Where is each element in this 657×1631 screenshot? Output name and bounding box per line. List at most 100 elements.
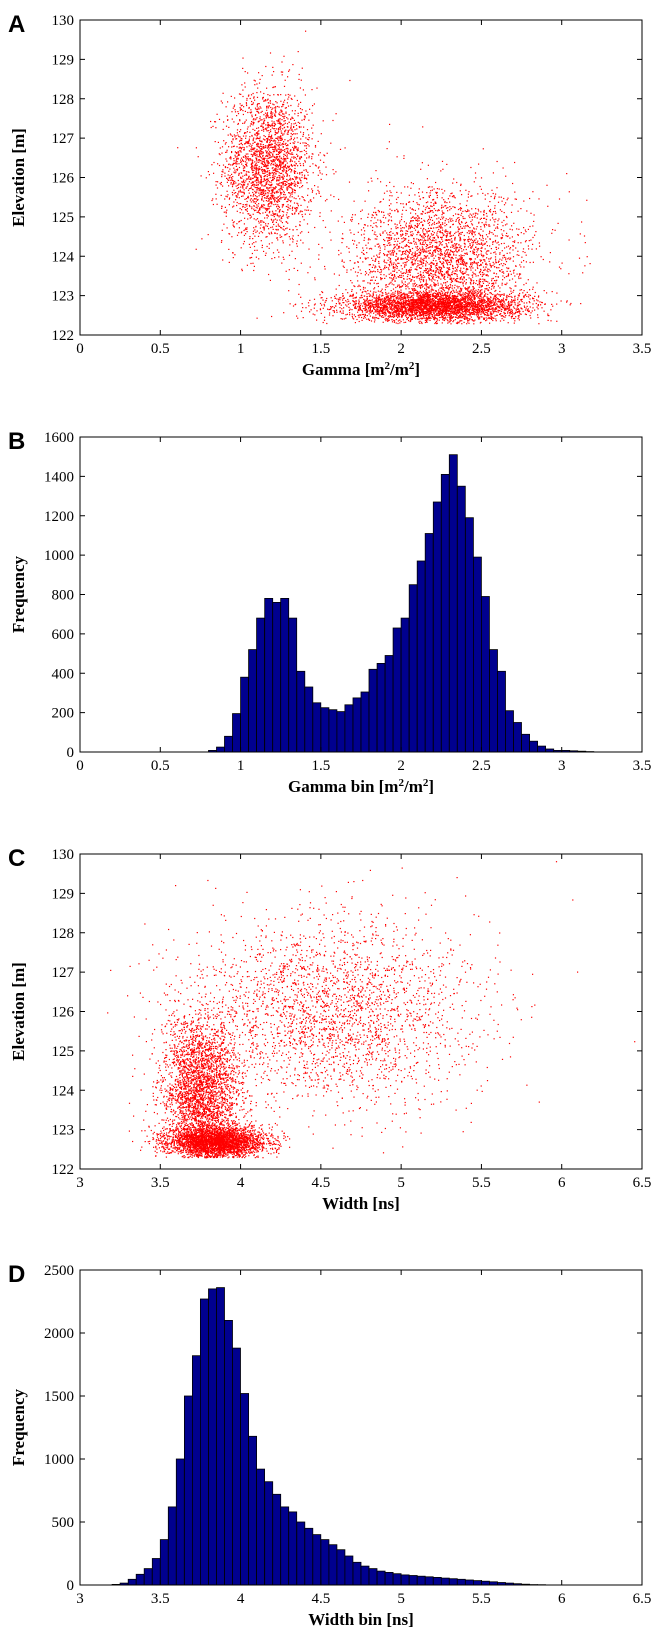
scatter-point: [277, 122, 279, 124]
scatter-point: [407, 286, 409, 288]
scatter-point: [272, 189, 274, 191]
scatter-point: [308, 157, 310, 159]
scatter-point: [518, 314, 520, 317]
scatter-point: [419, 294, 422, 296]
scatter-point: [266, 217, 268, 219]
scatter-point: [256, 137, 258, 139]
scatter-point: [271, 210, 274, 212]
scatter-point: [256, 96, 259, 98]
scatter-point: [279, 209, 281, 211]
scatter-point: [381, 309, 383, 311]
scatter-point: [417, 297, 419, 299]
scatter-point: [271, 127, 273, 129]
scatter-point: [303, 169, 305, 171]
scatter-point: [244, 71, 246, 73]
scatter-point: [244, 166, 246, 168]
scatter-point: [544, 303, 546, 305]
scatter-point: [433, 302, 435, 305]
scatter-point: [241, 144, 244, 146]
scatter-point: [318, 191, 320, 193]
scatter-point: [364, 313, 366, 315]
scatter-point: [300, 79, 302, 81]
scatter-point: [272, 154, 274, 156]
scatter-point: [411, 306, 413, 308]
scatter-point: [420, 308, 422, 310]
scatter-point: [233, 145, 235, 147]
scatter-point: [284, 79, 286, 81]
scatter-point: [419, 290, 421, 292]
scatter-point: [286, 123, 289, 125]
scatter-point: [267, 107, 270, 109]
scatter-point: [283, 158, 285, 160]
scatter-point: [282, 205, 284, 207]
scatter-point: [255, 159, 258, 161]
scatter-point: [360, 303, 362, 305]
scatter-point: [469, 303, 471, 305]
scatter-point: [291, 183, 293, 185]
scatter-point: [254, 119, 256, 121]
scatter-point: [372, 292, 374, 294]
scatter-point: [502, 297, 505, 299]
scatter-point: [273, 121, 275, 123]
scatter-point: [534, 309, 536, 311]
scatter-point: [492, 298, 494, 300]
scatter-point: [371, 299, 373, 301]
scatter-point: [326, 198, 328, 201]
scatter-point: [272, 151, 274, 153]
scatter-point: [270, 110, 272, 112]
scatter-point: [282, 177, 284, 179]
scatter-point: [225, 151, 227, 153]
scatter-point: [395, 298, 397, 300]
scatter-point: [365, 303, 367, 305]
scatter-point: [243, 149, 245, 151]
scatter-point: [290, 153, 292, 155]
scatter-point: [259, 227, 261, 229]
scatter-point: [270, 197, 272, 200]
scatter-point: [287, 188, 289, 190]
scatter-point: [287, 131, 289, 133]
scatter-point: [312, 163, 314, 165]
scatter-point: [435, 314, 437, 316]
scatter-point: [523, 302, 525, 304]
scatter-point: [403, 307, 405, 309]
scatter-point: [284, 99, 286, 101]
scatter-point: [263, 100, 265, 102]
scatter-point: [467, 318, 469, 320]
scatter-point: [436, 294, 438, 296]
scatter-point: [268, 162, 270, 164]
scatter-point: [272, 167, 274, 169]
scatter-point: [267, 123, 269, 126]
scatter-point: [353, 301, 356, 303]
scatter-point: [517, 318, 519, 320]
scatter-point: [325, 166, 327, 168]
scatter-point: [319, 152, 321, 154]
scatter-point: [418, 292, 421, 294]
scatter-point: [258, 166, 260, 168]
scatter-point: [296, 185, 299, 187]
scatter-point: [256, 153, 258, 155]
scatter-point: [275, 186, 277, 188]
scatter-point: [237, 184, 239, 186]
scatter-point: [282, 178, 284, 180]
scatter-point: [301, 67, 303, 69]
scatter-point: [256, 145, 258, 147]
scatter-point: [321, 173, 323, 175]
scatter-point: [271, 116, 274, 118]
scatter-point: [481, 304, 484, 306]
scatter-point: [259, 137, 261, 140]
scatter-point: [257, 235, 260, 237]
scatter-point: [368, 310, 370, 312]
scatter-point: [259, 145, 261, 147]
scatter-point: [460, 312, 462, 314]
scatter-point: [221, 152, 223, 154]
scatter-point: [255, 241, 257, 243]
scatter-point: [274, 214, 276, 216]
scatter-point: [442, 309, 444, 312]
scatter-point: [412, 314, 414, 316]
scatter-point: [428, 290, 430, 292]
scatter-point: [454, 295, 456, 297]
scatter-point: [267, 208, 269, 210]
scatter-point: [460, 315, 462, 317]
scatter-point: [377, 307, 379, 309]
scatter-point: [281, 74, 283, 76]
